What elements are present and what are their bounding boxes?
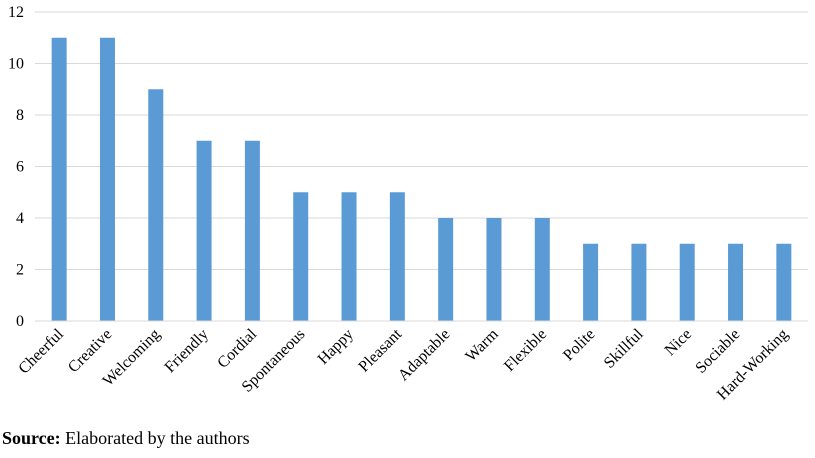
bar (293, 192, 309, 321)
bar (631, 243, 647, 321)
bar (389, 192, 405, 321)
x-tick-label: Happy (315, 326, 357, 368)
bar (148, 89, 164, 321)
source-label: Source: (2, 428, 61, 448)
bar (583, 243, 599, 321)
x-tick-label: Warm (462, 325, 502, 365)
y-axis-ticks: 0 2 4 6 8 10 12 (8, 4, 24, 330)
bar (196, 140, 212, 321)
y-tick-label: 2 (16, 262, 24, 279)
y-tick-label: 4 (16, 210, 24, 227)
bar (341, 192, 357, 321)
source-text: Elaborated by the authors (60, 428, 250, 448)
x-tick-label: Cordial (214, 325, 260, 371)
y-tick-label: 0 (16, 313, 24, 330)
y-tick-label: 12 (8, 4, 24, 21)
bar (438, 218, 454, 321)
bar (728, 243, 744, 321)
x-tick-label: Skillful (601, 325, 647, 371)
source-note: Source: Elaborated by the authors (2, 428, 250, 449)
bar (244, 140, 260, 321)
x-tick-label: Friendly (162, 326, 212, 376)
bar (51, 37, 67, 321)
bar-chart: 0 2 4 6 8 10 12 CheerfulCreativeWelcomingFrien… (8, 4, 808, 404)
x-tick-label: Polite (560, 326, 598, 364)
gridlines (35, 11, 808, 270)
y-tick-label: 8 (16, 107, 24, 124)
bars (51, 37, 792, 321)
bar (486, 218, 502, 321)
bar (679, 243, 695, 321)
bar (534, 218, 550, 321)
x-tick-label: Cheerful (15, 325, 67, 377)
y-tick-label: 10 (8, 56, 24, 73)
y-tick-label: 6 (16, 159, 24, 176)
x-tick-label: Adaptable (395, 326, 454, 385)
bar (776, 243, 792, 321)
bar (99, 37, 115, 321)
x-tick-label: Flexible (501, 326, 550, 375)
x-tick-label: Nice (662, 326, 695, 359)
